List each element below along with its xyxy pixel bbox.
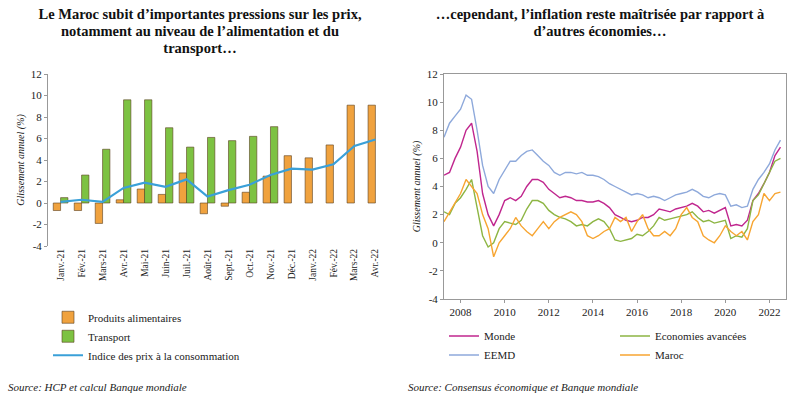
svg-text:12: 12 bbox=[31, 68, 42, 80]
svg-text:Monde: Monde bbox=[484, 330, 515, 342]
svg-text:10: 10 bbox=[427, 96, 439, 108]
svg-text:2018: 2018 bbox=[670, 306, 693, 318]
svg-text:8: 8 bbox=[432, 124, 438, 136]
svg-text:12: 12 bbox=[427, 68, 438, 80]
svg-text:Fév.-21: Fév.-21 bbox=[77, 249, 87, 278]
svg-text:2: 2 bbox=[432, 208, 438, 220]
svg-text:Mai-21: Mai-21 bbox=[140, 249, 150, 277]
svg-text:Glissement annuel (%): Glissement annuel (%) bbox=[15, 114, 27, 206]
svg-text:Avr.-21: Avr.-21 bbox=[119, 249, 129, 278]
svg-text:-4: -4 bbox=[429, 293, 439, 305]
svg-text:6: 6 bbox=[36, 132, 42, 144]
svg-text:Janv.-22: Janv.-22 bbox=[308, 249, 318, 281]
svg-text:2012: 2012 bbox=[538, 306, 560, 318]
svg-text:Fév.-22: Fév.-22 bbox=[329, 249, 339, 278]
html-text:Source: HCP et calcul Banque m: Source: HCP et calcul Banque mondiale bbox=[8, 381, 187, 393]
svg-text:Economies avancées: Economies avancées bbox=[655, 330, 746, 342]
svg-text:8: 8 bbox=[36, 111, 42, 123]
svg-text:-2: -2 bbox=[33, 218, 42, 230]
svg-text:Mars-21: Mars-21 bbox=[98, 249, 108, 281]
svg-text:Nov.-21: Nov.-21 bbox=[266, 249, 276, 280]
html-text:Le Maroc subit d’importantes p: Le Maroc subit d’importantes pressions s… bbox=[38, 6, 362, 56]
svg-text:0: 0 bbox=[432, 237, 438, 249]
svg-text:Juin-21: Juin-21 bbox=[161, 249, 171, 278]
svg-text:2022: 2022 bbox=[758, 306, 780, 318]
svg-text:Déc.-21: Déc.-21 bbox=[287, 249, 297, 280]
svg-text:Juil.-21: Juil.-21 bbox=[182, 249, 192, 278]
svg-text:4: 4 bbox=[432, 180, 438, 192]
svg-text:2016: 2016 bbox=[626, 306, 649, 318]
svg-text:Août-21: Août-21 bbox=[203, 249, 213, 281]
svg-text:2014: 2014 bbox=[582, 306, 605, 318]
svg-text:0: 0 bbox=[36, 197, 42, 209]
svg-text:Produits alimentaires: Produits alimentaires bbox=[88, 312, 181, 324]
html-text:Source: Consensus économique e: Source: Consensus économique et Banque m… bbox=[408, 381, 639, 393]
svg-text:Janv.-21: Janv.-21 bbox=[56, 249, 66, 281]
svg-text:Oct.-21: Oct.-21 bbox=[245, 249, 255, 278]
svg-text:-4: -4 bbox=[33, 240, 43, 252]
svg-text:2010: 2010 bbox=[494, 306, 517, 318]
svg-text:Mars-22: Mars-22 bbox=[350, 249, 360, 281]
svg-text:2008: 2008 bbox=[450, 306, 473, 318]
svg-text:4: 4 bbox=[36, 154, 42, 166]
svg-text:6: 6 bbox=[432, 152, 438, 164]
svg-text:2020: 2020 bbox=[714, 306, 737, 318]
svg-text:10: 10 bbox=[31, 89, 43, 101]
svg-text:Glissement annuel (%): Glissement annuel (%) bbox=[411, 140, 423, 232]
svg-text:Sept.-21: Sept.-21 bbox=[224, 249, 234, 281]
svg-text:2: 2 bbox=[36, 175, 42, 187]
svg-text:Avr.-22: Avr.-22 bbox=[370, 249, 380, 278]
svg-text:EEMD: EEMD bbox=[484, 349, 515, 361]
html-text:…cependant, l’inflation reste: …cependant, l’inflation reste maîtrisée … bbox=[435, 6, 765, 39]
svg-text:Transport: Transport bbox=[88, 331, 130, 343]
svg-text:Indice des prix à la consommat: Indice des prix à la consommation bbox=[88, 350, 240, 362]
svg-text:Maroc: Maroc bbox=[655, 349, 684, 361]
svg-text:-2: -2 bbox=[429, 265, 438, 277]
